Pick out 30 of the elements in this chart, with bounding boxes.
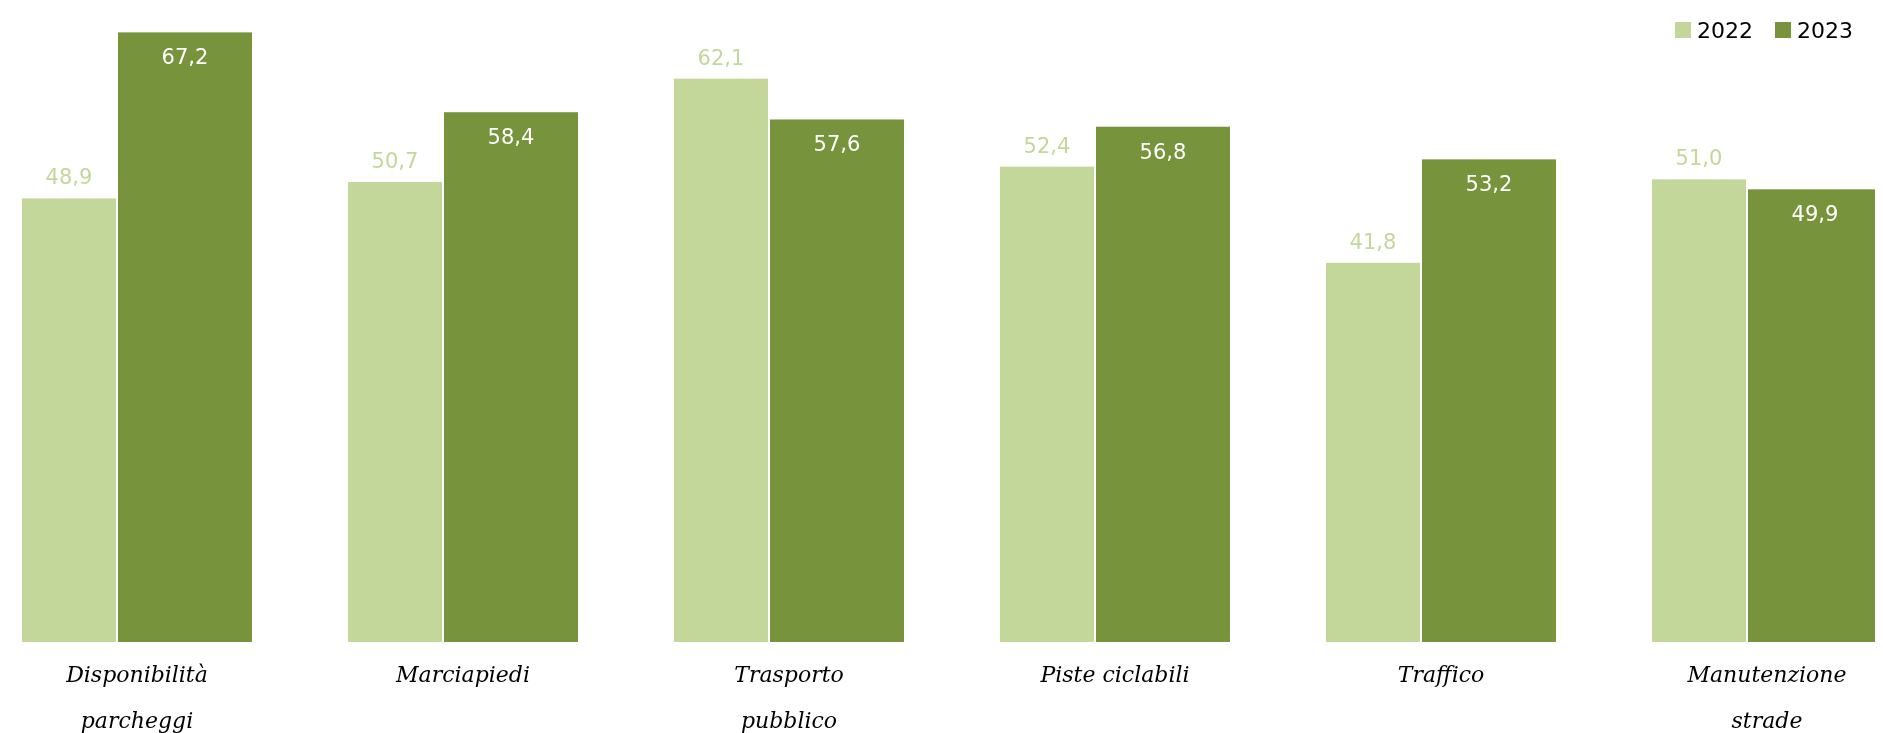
bar [1096,126,1230,642]
bar [1326,262,1420,642]
x-tick-label: Manutenzione strade [1686,662,1847,733]
bar [22,198,116,642]
legend-label: 2023 [1797,18,1853,43]
bar [1422,159,1556,642]
bar [444,112,578,642]
data-label: 52,4 [1023,133,1071,158]
legend-label: 2022 [1697,18,1753,43]
data-label: 57,6 [813,132,861,157]
bar [674,78,768,642]
data-label: 49,9 [1791,202,1839,227]
bar [770,119,904,642]
data-label: 50,7 [371,149,419,174]
data-label: 48,9 [45,165,93,190]
data-label: 56,8 [1139,139,1187,164]
data-label: 58,4 [487,125,535,150]
x-tick-label: Disponibilità parcheggi [65,662,208,733]
data-label: 51,0 [1675,146,1723,171]
data-label: 62,1 [697,45,745,70]
bar [1000,166,1094,642]
x-tick-label: Trasporto pubblico [734,662,844,733]
data-label: 53,2 [1465,172,1513,197]
data-label: 41,8 [1349,229,1397,254]
data-label: 67,2 [161,45,209,70]
x-tick-label: Marciapiedi [395,662,530,687]
bar [118,32,252,642]
x-tick-label: Traffico [1397,662,1485,687]
x-tick-label: Piste ciclabili [1039,662,1190,687]
bar [348,182,442,642]
